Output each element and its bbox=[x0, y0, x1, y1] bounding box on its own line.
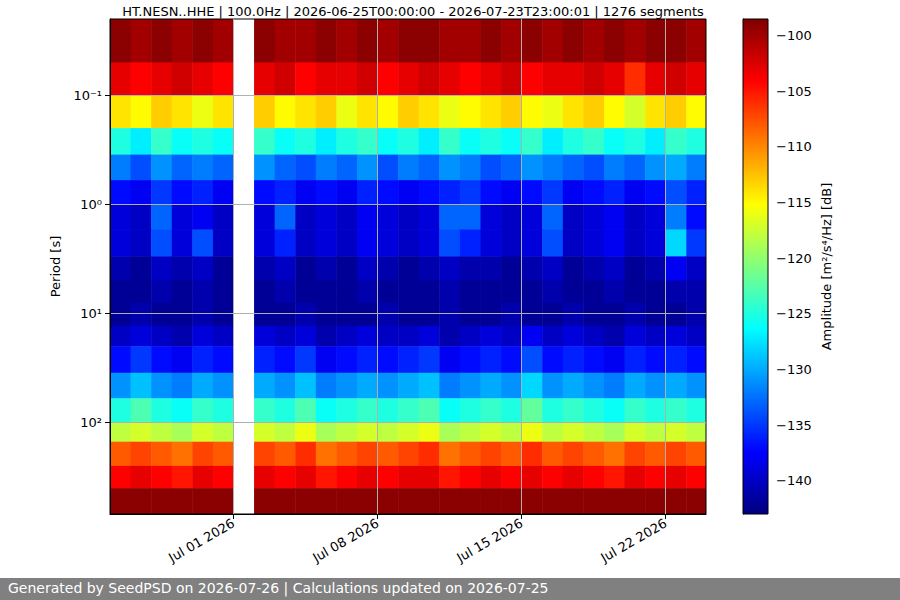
svg-text:HT.NESN..HHE | 100.0Hz | 2026-: HT.NESN..HHE | 100.0Hz | 2026-06-25T00:0… bbox=[122, 4, 704, 19]
svg-text:Generated by SeedPSD on 2026-0: Generated by SeedPSD on 2026-07-26 | Cal… bbox=[8, 580, 549, 597]
svg-text:10¹: 10¹ bbox=[80, 306, 102, 321]
svg-text:−110: −110 bbox=[776, 139, 812, 154]
svg-text:−100: −100 bbox=[776, 28, 812, 43]
svg-text:Jul 22 2026: Jul 22 2026 bbox=[597, 516, 669, 566]
svg-text:Period [s]: Period [s] bbox=[48, 236, 63, 298]
svg-text:Jul 15 2026: Jul 15 2026 bbox=[453, 516, 525, 566]
svg-text:−135: −135 bbox=[776, 418, 812, 433]
svg-text:−130: −130 bbox=[776, 362, 812, 377]
svg-text:Jul 01 2026: Jul 01 2026 bbox=[165, 516, 237, 566]
svg-text:−125: −125 bbox=[776, 306, 812, 321]
svg-text:−140: −140 bbox=[776, 473, 812, 488]
svg-text:10²: 10² bbox=[80, 415, 102, 430]
svg-text:Amplitude [m²/s⁴/Hz] [dB]: Amplitude [m²/s⁴/Hz] [dB] bbox=[819, 183, 834, 351]
svg-text:10⁻¹: 10⁻¹ bbox=[73, 88, 102, 103]
svg-text:10⁰: 10⁰ bbox=[80, 197, 102, 212]
svg-text:−120: −120 bbox=[776, 251, 812, 266]
svg-text:Jul 08 2026: Jul 08 2026 bbox=[309, 516, 381, 566]
svg-text:−105: −105 bbox=[776, 84, 812, 99]
svg-text:−115: −115 bbox=[776, 195, 812, 210]
